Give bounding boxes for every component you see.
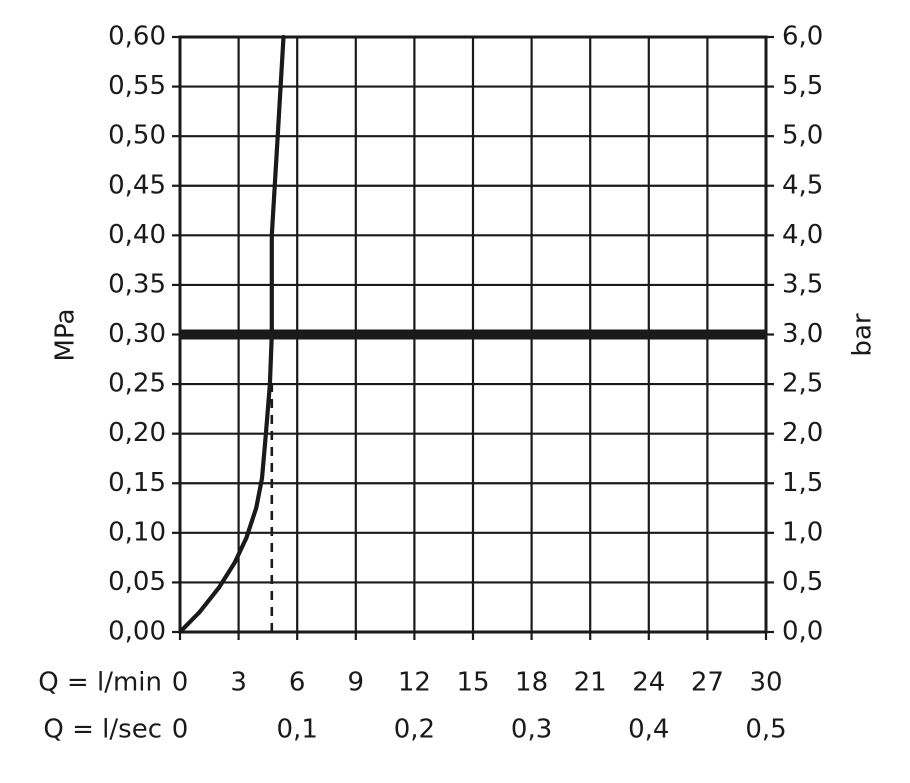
right-tick-label: 0,0 [782,617,823,647]
right-tick-label: 4,0 [782,220,823,250]
series-layer [177,34,286,635]
x-tick-label: 30 [749,668,782,698]
grid [180,37,766,632]
right-tick-label: 2,0 [782,418,823,448]
x-tick-label: 0,5 [745,715,786,745]
series-line [177,34,286,635]
x-tick-label: 24 [632,668,665,698]
right-tick-label: 3,0 [782,319,823,349]
x-tick-label: 12 [398,668,431,698]
right-tick-label: 3,5 [782,269,823,299]
x-tick-label: 15 [456,668,489,698]
x-tick-label: 3 [230,668,247,698]
left-tick-label: 0,40 [108,220,166,250]
left-axis-title: MPa [51,309,81,362]
x-tick-label: 0,4 [628,715,669,745]
left-tick-label: 0,10 [108,517,166,547]
x-axis-row-prefix: Q = l/min [38,668,162,698]
left-tick-label: 0,55 [108,71,166,101]
right-tick-label: 6,0 [782,22,823,52]
right-tick-label: 2,5 [782,369,823,399]
left-tick-label: 0,25 [108,369,166,399]
left-tick-label: 0,00 [108,617,166,647]
x-tick-label: 21 [574,668,607,698]
x-tick-label: 27 [691,668,724,698]
right-tick-label: 1,0 [782,517,823,547]
axis-labels: 0,000,050,100,150,200,250,300,350,400,45… [38,22,823,745]
reference-lines [180,329,766,632]
right-tick-label: 5,0 [782,121,823,151]
x-tick-label: 0 [172,668,189,698]
left-tick-label: 0,35 [108,269,166,299]
x-tick-label: 0,1 [277,715,318,745]
right-tick-label: 5,5 [782,71,823,101]
left-tick-label: 0,20 [108,418,166,448]
left-tick-label: 0,30 [108,319,166,349]
left-tick-label: 0,60 [108,22,166,52]
x-tick-label: 6 [289,668,306,698]
left-tick-label: 0,50 [108,121,166,151]
left-tick-label: 0,45 [108,170,166,200]
x-tick-label: 0,2 [394,715,435,745]
right-tick-label: 0,5 [782,567,823,597]
x-tick-label: 0 [172,715,189,745]
x-tick-label: 18 [515,668,548,698]
x-tick-label: 9 [348,668,365,698]
right-axis-title: bar [848,313,878,356]
plot-frame [172,35,774,640]
right-tick-label: 1,5 [782,468,823,498]
x-tick-label: 0,3 [511,715,552,745]
left-tick-label: 0,15 [108,468,166,498]
left-tick-label: 0,05 [108,567,166,597]
x-axis-row-prefix: Q = l/sec [43,715,162,745]
right-tick-label: 4,5 [782,170,823,200]
